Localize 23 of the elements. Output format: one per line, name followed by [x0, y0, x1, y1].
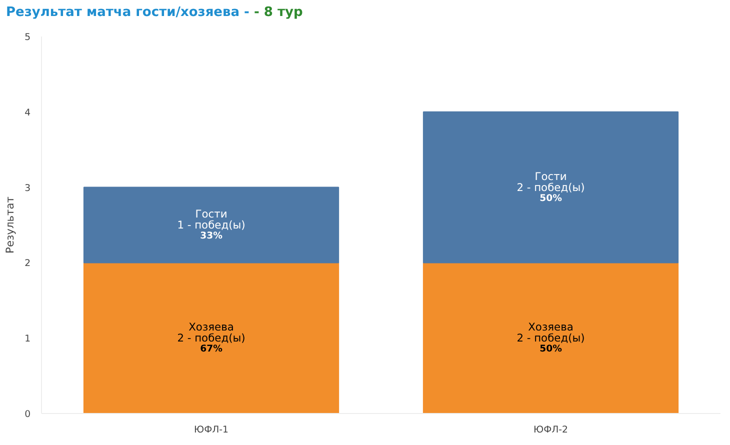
y-tick-label: 0 — [24, 409, 31, 420]
bar — [83, 186, 340, 264]
bar — [83, 262, 340, 414]
chart-title: Результат матча гости/хозяева - — [6, 5, 250, 20]
text: Гости — [534, 170, 567, 183]
x-tick-label: ЮФЛ-1 — [194, 424, 229, 436]
series-label: Гости — [195, 208, 228, 220]
y-axis-title: Результат — [4, 196, 17, 254]
data-label: 1 - побед(ы) 33% — [177, 218, 246, 242]
text: Хозяева — [528, 320, 574, 334]
series-label: Хозяева — [188, 320, 234, 334]
y-tick-label: 4 — [24, 107, 31, 118]
bar — [422, 111, 679, 264]
bar — [422, 262, 679, 414]
y-tick-label: 2 — [24, 258, 31, 270]
data-label: 2 - побед(ы) 50% — [516, 180, 585, 204]
data-label: 2 - побед(ы) 50% — [516, 332, 585, 355]
y-tick-label: 1 — [24, 334, 31, 345]
data-label: 2 - побед(ы) 67% — [177, 332, 246, 355]
x-tick-label: ЮФЛ-2 — [534, 424, 568, 436]
y-tick-label: 5 — [24, 32, 31, 43]
y-tick-label: 3 — [24, 182, 31, 194]
chart-subtitle: - 8 тур — [254, 5, 303, 20]
